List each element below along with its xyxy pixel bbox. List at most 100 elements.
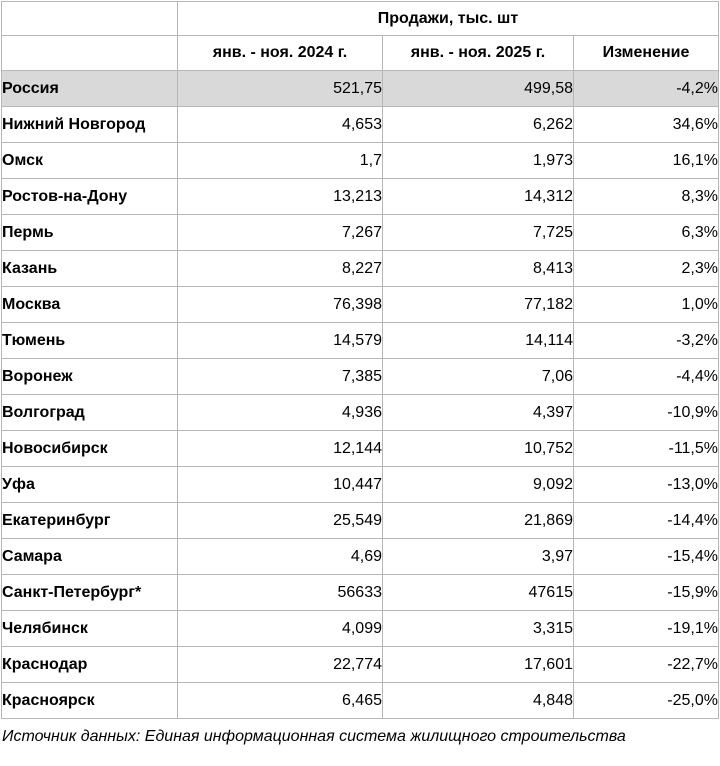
- table-row: Новосибирск 12,144 10,752 -11,5%: [1, 430, 719, 467]
- value-2024-cell: 4,936: [177, 394, 383, 431]
- value-2025-cell: 7,725: [382, 214, 574, 251]
- change-cell: -22,7%: [573, 646, 719, 683]
- value-2024-cell: 8,227: [177, 250, 383, 287]
- change-cell: 34,6%: [573, 106, 719, 143]
- value-2024-cell: 14,579: [177, 322, 383, 359]
- column-header-2025: янв. - ноя. 2025 г.: [382, 35, 574, 71]
- value-2025-cell: 9,092: [382, 466, 574, 503]
- change-cell: 8,3%: [573, 178, 719, 215]
- table-row: Россия 521,75 499,58 -4,2%: [1, 70, 719, 107]
- change-cell: -11,5%: [573, 430, 719, 467]
- sales-table: Продажи, тыс. шт янв. - ноя. 2024 г. янв…: [1, 1, 719, 719]
- city-cell: Самара: [1, 538, 178, 575]
- city-cell: Екатеринбург: [1, 502, 178, 539]
- city-cell: Ростов-на-Дону: [1, 178, 178, 215]
- table-row: Ростов-на-Дону 13,213 14,312 8,3%: [1, 178, 719, 215]
- table-row: Волгоград 4,936 4,397 -10,9%: [1, 394, 719, 431]
- value-2025-cell: 3,97: [382, 538, 574, 575]
- change-cell: -4,2%: [573, 70, 719, 107]
- value-2025-cell: 8,413: [382, 250, 574, 287]
- value-2025-cell: 6,262: [382, 106, 574, 143]
- city-cell: Москва: [1, 286, 178, 323]
- table-row: Омск 1,7 1,973 16,1%: [1, 142, 719, 179]
- change-cell: 1,0%: [573, 286, 719, 323]
- city-cell: Волгоград: [1, 394, 178, 431]
- corner-cell-top: [1, 1, 178, 36]
- corner-cell-bottom: [1, 35, 178, 71]
- table-group-header: Продажи, тыс. шт: [177, 1, 719, 36]
- change-cell: 16,1%: [573, 142, 719, 179]
- value-2025-cell: 14,114: [382, 322, 574, 359]
- table-row: Краснодар 22,774 17,601 -22,7%: [1, 646, 719, 683]
- value-2025-cell: 4,848: [382, 682, 574, 719]
- change-cell: -4,4%: [573, 358, 719, 395]
- city-cell: Красноярск: [1, 682, 178, 719]
- value-2025-cell: 10,752: [382, 430, 574, 467]
- table-row: Нижний Новгород 4,653 6,262 34,6%: [1, 106, 719, 143]
- change-cell: -15,9%: [573, 574, 719, 611]
- value-2024-cell: 76,398: [177, 286, 383, 323]
- city-cell: Челябинск: [1, 610, 178, 647]
- change-cell: -19,1%: [573, 610, 719, 647]
- value-2025-cell: 17,601: [382, 646, 574, 683]
- city-cell: Казань: [1, 250, 178, 287]
- value-2024-cell: 521,75: [177, 70, 383, 107]
- value-2025-cell: 14,312: [382, 178, 574, 215]
- table-row: Екатеринбург 25,549 21,869 -14,4%: [1, 502, 719, 539]
- change-cell: -10,9%: [573, 394, 719, 431]
- change-cell: -15,4%: [573, 538, 719, 575]
- value-2025-cell: 47615: [382, 574, 574, 611]
- value-2025-cell: 21,869: [382, 502, 574, 539]
- value-2025-cell: 77,182: [382, 286, 574, 323]
- group-header-row: Продажи, тыс. шт: [1, 1, 719, 36]
- table-row: Пермь 7,267 7,725 6,3%: [1, 214, 719, 251]
- value-2024-cell: 25,549: [177, 502, 383, 539]
- table-row: Уфа 10,447 9,092 -13,0%: [1, 466, 719, 503]
- table-row: Казань 8,227 8,413 2,3%: [1, 250, 719, 287]
- value-2024-cell: 1,7: [177, 142, 383, 179]
- change-cell: 6,3%: [573, 214, 719, 251]
- value-2024-cell: 7,385: [177, 358, 383, 395]
- change-cell: -14,4%: [573, 502, 719, 539]
- change-cell: -25,0%: [573, 682, 719, 719]
- change-cell: -13,0%: [573, 466, 719, 503]
- table-row: Красноярск 6,465 4,848 -25,0%: [1, 682, 719, 719]
- table-row: Тюмень 14,579 14,114 -3,2%: [1, 322, 719, 359]
- city-cell: Новосибирск: [1, 430, 178, 467]
- table-row: Санкт-Петербург* 56633 47615 -15,9%: [1, 574, 719, 611]
- change-cell: -3,2%: [573, 322, 719, 359]
- value-2024-cell: 4,099: [177, 610, 383, 647]
- table-row: Воронеж 7,385 7,06 -4,4%: [1, 358, 719, 395]
- value-2025-cell: 3,315: [382, 610, 574, 647]
- column-header-row: янв. - ноя. 2024 г. янв. - ноя. 2025 г. …: [1, 35, 719, 71]
- value-2024-cell: 12,144: [177, 430, 383, 467]
- city-cell: Омск: [1, 142, 178, 179]
- table-row: Москва 76,398 77,182 1,0%: [1, 286, 719, 323]
- table-row: Челябинск 4,099 3,315 -19,1%: [1, 610, 719, 647]
- table-body: Россия 521,75 499,58 -4,2% Нижний Новгор…: [1, 70, 719, 719]
- table-row: Самара 4,69 3,97 -15,4%: [1, 538, 719, 575]
- city-cell: Воронеж: [1, 358, 178, 395]
- city-cell: Санкт-Петербург*: [1, 574, 178, 611]
- value-2025-cell: 1,973: [382, 142, 574, 179]
- city-cell: Краснодар: [1, 646, 178, 683]
- value-2025-cell: 4,397: [382, 394, 574, 431]
- value-2024-cell: 10,447: [177, 466, 383, 503]
- value-2024-cell: 4,653: [177, 106, 383, 143]
- city-cell: Россия: [1, 70, 178, 107]
- value-2024-cell: 4,69: [177, 538, 383, 575]
- city-cell: Уфа: [1, 466, 178, 503]
- city-cell: Нижний Новгород: [1, 106, 178, 143]
- column-header-change: Изменение: [573, 35, 719, 71]
- table-header: Продажи, тыс. шт янв. - ноя. 2024 г. янв…: [1, 1, 719, 71]
- source-note: Источник данных: Единая информационная с…: [2, 728, 626, 745]
- change-cell: 2,3%: [573, 250, 719, 287]
- value-2024-cell: 7,267: [177, 214, 383, 251]
- city-cell: Пермь: [1, 214, 178, 251]
- value-2024-cell: 13,213: [177, 178, 383, 215]
- value-2024-cell: 6,465: [177, 682, 383, 719]
- column-header-2024: янв. - ноя. 2024 г.: [177, 35, 383, 71]
- value-2025-cell: 7,06: [382, 358, 574, 395]
- value-2025-cell: 499,58: [382, 70, 574, 107]
